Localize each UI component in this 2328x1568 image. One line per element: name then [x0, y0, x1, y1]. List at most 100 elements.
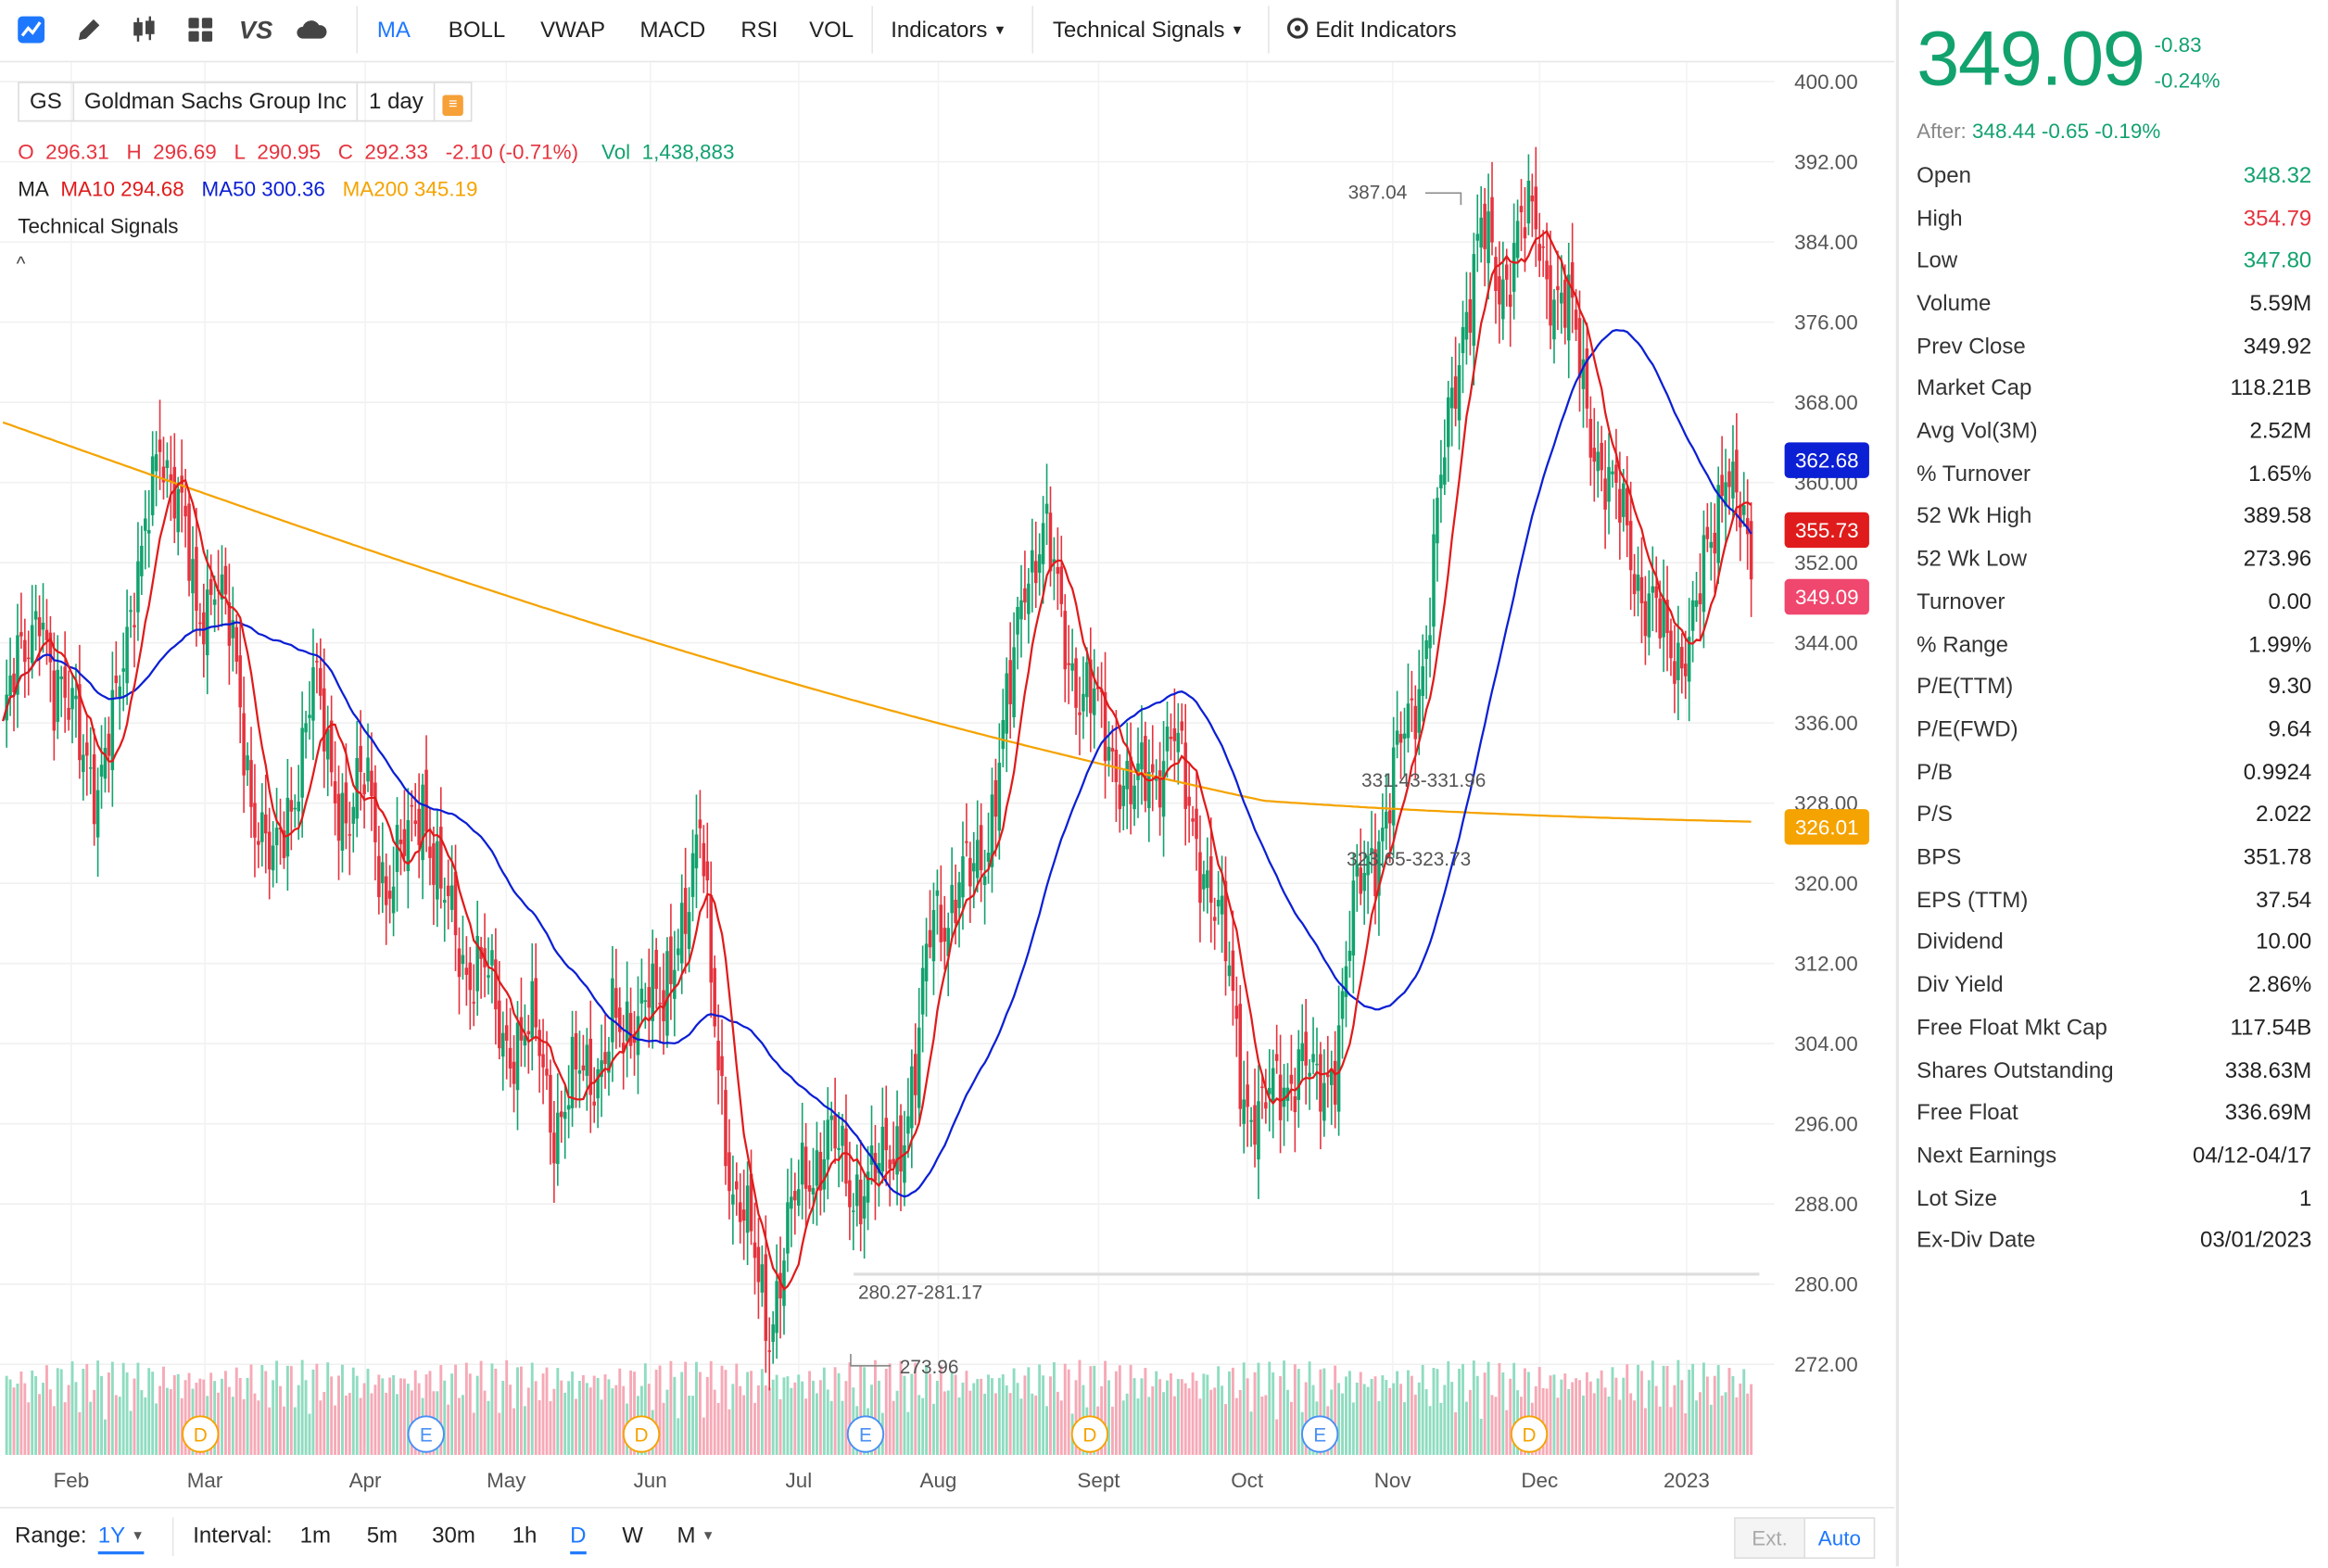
volume-bar: [793, 1382, 797, 1455]
tab-rsi[interactable]: RSI: [740, 18, 778, 44]
volume-bar: [56, 1368, 59, 1455]
volume-bar: [541, 1373, 545, 1455]
candle-body: [1220, 895, 1224, 915]
volume-bar: [475, 1375, 479, 1455]
stat-row: P/B 0.9924: [1917, 751, 2311, 793]
interval-30m[interactable]: 30m: [432, 1523, 475, 1549]
candle-body: [1274, 1054, 1279, 1061]
tab-ma[interactable]: MA: [376, 18, 411, 44]
candle-body: [1289, 1074, 1294, 1084]
candle-body: [325, 728, 330, 760]
volume-bar: [1191, 1372, 1195, 1455]
candle-body: [1735, 449, 1739, 493]
volume-bar: [950, 1371, 954, 1455]
tab-vwap[interactable]: VWAP: [540, 18, 606, 44]
volume-bar: [968, 1390, 972, 1455]
volume-bar: [1713, 1375, 1716, 1455]
ohlc-legend: O 296.31 H 296.69 L 290.95 C 292.33 -2.1…: [18, 140, 734, 164]
stat-row: P/E(TTM) 9.30: [1917, 665, 2311, 708]
candle-body: [854, 1174, 859, 1207]
interval-m[interactable]: M ▼: [677, 1524, 715, 1549]
ext-button[interactable]: Ext.: [1735, 1518, 1804, 1558]
tab-macd[interactable]: MACD: [639, 18, 706, 44]
volume-bar: [778, 1398, 782, 1455]
settings-menu-icon[interactable]: ≡: [434, 82, 471, 120]
technical-signals-dropdown[interactable]: Technical Signals ▼: [1053, 0, 1244, 61]
volume-bar: [1001, 1374, 1005, 1455]
symbol-box[interactable]: GS Goldman Sachs Group Inc 1 day ≡: [18, 82, 473, 122]
ma10-price-tag: 355.73: [1784, 512, 1869, 549]
tab-vol[interactable]: VOL: [809, 18, 854, 44]
candle-body: [1377, 841, 1381, 896]
candle-body: [355, 758, 359, 819]
volume-bar: [567, 1381, 571, 1455]
candle-body: [1716, 485, 1720, 563]
candle-body: [1041, 523, 1045, 564]
draw-pencil-icon[interactable]: [71, 12, 107, 47]
candle-body: [647, 987, 652, 1008]
volume-bar: [1716, 1364, 1720, 1455]
candle-body: [1417, 689, 1422, 733]
candle-body: [807, 1185, 812, 1192]
volume-bar: [1654, 1385, 1658, 1455]
volume-bar: [596, 1377, 600, 1455]
stat-value: 10.00: [2256, 929, 2312, 955]
candlestick-icon[interactable]: [126, 12, 161, 47]
price-chart[interactable]: 400.00392.00384.00376.00368.00360.00352.…: [0, 62, 1894, 1505]
edit-indicators-button[interactable]: Edit Indicators: [1285, 0, 1457, 61]
candle-body: [1421, 665, 1424, 697]
ext-auto-toggle[interactable]: Ext. Auto: [1734, 1517, 1876, 1560]
stat-label: P/B: [1917, 759, 1953, 785]
volume-bar: [1249, 1411, 1253, 1455]
interval-1h[interactable]: 1h: [512, 1523, 538, 1549]
volume-bar: [337, 1375, 340, 1455]
candle-body: [308, 714, 311, 718]
technical-signals-legend[interactable]: Technical Signals: [18, 213, 179, 238]
stat-row: 52 Wk Low 273.96: [1917, 537, 2311, 580]
period-label[interactable]: 1 day: [357, 82, 434, 120]
auto-button[interactable]: Auto: [1803, 1518, 1873, 1558]
stat-value: 2.86%: [2248, 972, 2312, 998]
interval-1m[interactable]: 1m: [299, 1523, 331, 1549]
volume-bar: [52, 1406, 56, 1455]
collapse-icon[interactable]: ^: [16, 252, 26, 275]
symbol-name: Goldman Sachs Group Inc: [71, 82, 357, 120]
volume-bar: [1351, 1402, 1355, 1455]
candle-body: [209, 578, 213, 595]
volume-bar: [268, 1407, 272, 1455]
candle-body: [16, 635, 19, 695]
tab-boll[interactable]: BOLL: [448, 18, 506, 44]
interval-5m[interactable]: 5m: [366, 1523, 399, 1549]
candle-body: [515, 1022, 520, 1091]
chart-type-icon[interactable]: [13, 12, 48, 47]
candle-body: [500, 1032, 505, 1057]
volume-bar: [1067, 1369, 1070, 1455]
indicators-dropdown[interactable]: Indicators ▼: [891, 0, 1006, 61]
cloud-icon[interactable]: [294, 12, 329, 47]
volume-bar: [1381, 1375, 1385, 1455]
range-selector[interactable]: 1Y ▼: [97, 1524, 145, 1555]
close-label: C: [337, 139, 353, 164]
compare-vs-icon[interactable]: VS: [237, 12, 276, 47]
volume-bar: [534, 1381, 538, 1455]
candle-body: [446, 885, 450, 896]
candle-body: [1614, 464, 1618, 483]
stat-row: Market Cap 118.21B: [1917, 367, 2311, 410]
interval-d[interactable]: D: [570, 1524, 587, 1555]
stat-label: P/S: [1917, 802, 1953, 828]
candle-body: [1103, 691, 1107, 762]
candle-body: [428, 846, 432, 858]
volume-bar: [1592, 1393, 1596, 1455]
volume-bar: [1388, 1387, 1392, 1455]
volume-bar: [1633, 1400, 1637, 1455]
volume-bar: [242, 1398, 246, 1455]
candle-body: [1114, 749, 1119, 783]
layout-grid-icon[interactable]: [183, 12, 218, 47]
volume-bar: [1611, 1367, 1614, 1455]
stat-label: Dividend: [1917, 929, 2004, 955]
interval-w[interactable]: W: [622, 1523, 643, 1549]
candle-body: [1172, 727, 1177, 741]
volume-bar: [516, 1367, 519, 1455]
stat-label: Avg Vol(3M): [1917, 418, 2038, 445]
